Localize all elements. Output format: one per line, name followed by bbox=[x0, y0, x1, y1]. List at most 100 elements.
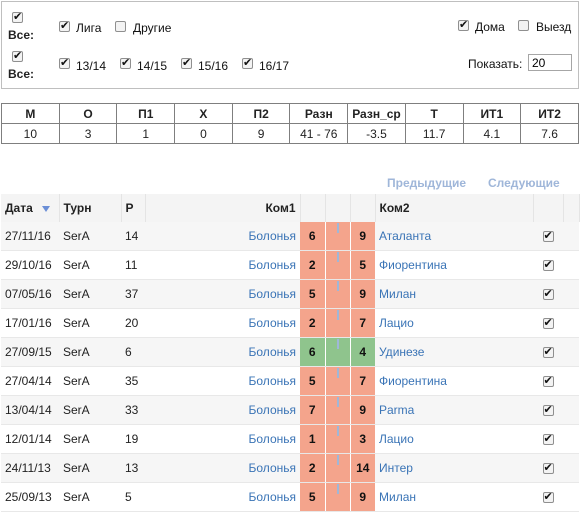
home-score: 7 bbox=[300, 395, 326, 425]
summary-header: Разн_ср bbox=[347, 103, 406, 124]
score-divider bbox=[325, 453, 351, 483]
game-date: 27/09/15 bbox=[1, 337, 59, 367]
row-select-checkbox[interactable] bbox=[542, 316, 554, 330]
row-select-checkbox[interactable] bbox=[542, 345, 554, 359]
tourn-column-header[interactable]: Турн bbox=[59, 194, 122, 222]
summary-header: П1 bbox=[116, 103, 176, 124]
score1-column-header bbox=[300, 194, 326, 222]
games-header-row: Дата Турн Р Ком1 Ком2 bbox=[1, 194, 580, 222]
row-extra-cell bbox=[563, 337, 579, 367]
away-team-link[interactable]: Милан bbox=[375, 482, 533, 512]
game-round: 20 bbox=[121, 308, 145, 338]
home-team-link[interactable]: Болонья bbox=[145, 395, 300, 425]
game-tournament: SerA bbox=[59, 453, 121, 483]
row-select-checkbox[interactable] bbox=[542, 374, 554, 388]
other-label: Другие bbox=[133, 21, 172, 35]
home-team-link[interactable]: Болонья bbox=[145, 222, 300, 251]
prev-page-link[interactable]: Предыдущие bbox=[387, 176, 467, 190]
row-select-checkbox[interactable] bbox=[542, 287, 554, 301]
home-score: 6 bbox=[300, 222, 326, 251]
home-team-link[interactable]: Болонья bbox=[145, 308, 300, 338]
away-label: Выезд bbox=[536, 20, 572, 34]
score-divider bbox=[325, 366, 351, 396]
row-select-checkbox[interactable] bbox=[542, 258, 554, 272]
extra-column-header bbox=[563, 194, 580, 222]
row-select-checkbox[interactable] bbox=[542, 432, 554, 446]
games-table: Дата Турн Р Ком1 Ком2 27/11/16 SerA 14 Боло… bbox=[1, 194, 580, 512]
row-select-cell bbox=[533, 222, 563, 251]
summary-header: ИТ1 bbox=[462, 103, 522, 124]
team2-column-header[interactable]: Ком2 bbox=[375, 194, 534, 222]
round-column-header[interactable]: Р bbox=[121, 194, 146, 222]
row-select-checkbox[interactable] bbox=[542, 229, 554, 243]
row-select-cell bbox=[533, 453, 563, 483]
away-team-link[interactable]: Лацио bbox=[375, 308, 533, 338]
select-column-header bbox=[533, 194, 564, 222]
away-score: 14 bbox=[350, 453, 375, 483]
home-team-link[interactable]: Болонья bbox=[145, 250, 300, 280]
team1-column-header[interactable]: Ком1 bbox=[145, 194, 301, 222]
all-types-label: Все: bbox=[8, 28, 35, 42]
show-count-input[interactable] bbox=[528, 54, 572, 71]
row-extra-cell bbox=[563, 424, 579, 454]
away-team-link[interactable]: Фиорентина bbox=[375, 366, 533, 396]
game-tournament: SerA bbox=[59, 482, 121, 512]
date-column-header[interactable]: Дата bbox=[1, 194, 60, 222]
away-score: 7 bbox=[350, 308, 375, 338]
away-team-link[interactable]: Удинезе bbox=[375, 337, 533, 367]
home-team-link[interactable]: Болонья bbox=[145, 337, 300, 367]
away-team-link[interactable]: Аталанта bbox=[375, 222, 533, 251]
row-select-checkbox[interactable] bbox=[542, 490, 554, 504]
game-round: 33 bbox=[121, 395, 145, 425]
summary-header: Т bbox=[404, 103, 464, 124]
row-select-checkbox[interactable] bbox=[542, 403, 554, 417]
league-checkbox[interactable] bbox=[59, 19, 70, 32]
all-types-checkbox[interactable] bbox=[12, 10, 23, 23]
row-select-checkbox[interactable] bbox=[542, 461, 554, 475]
home-team-link[interactable]: Болонья bbox=[145, 482, 300, 512]
row-extra-cell bbox=[563, 222, 579, 251]
away-team-link[interactable]: Милан bbox=[375, 279, 533, 309]
game-date: 24/11/13 bbox=[1, 453, 59, 483]
away-score: 9 bbox=[350, 395, 375, 425]
marker-icon bbox=[336, 310, 339, 320]
next-page-link[interactable]: Следующие bbox=[488, 176, 560, 190]
away-team-link[interactable]: Фиорентина bbox=[375, 250, 533, 280]
summary-value: 10 bbox=[1, 123, 60, 144]
show-count-label: Показать: bbox=[468, 57, 523, 71]
home-team-link[interactable]: Болонья bbox=[145, 453, 300, 483]
away-team-link[interactable]: Parma bbox=[375, 395, 533, 425]
season-label: 16/17 bbox=[259, 59, 290, 73]
game-date: 07/05/16 bbox=[1, 279, 59, 309]
game-row: 27/11/16 SerA 14 Болонья 6 9 Аталанта bbox=[1, 222, 579, 251]
away-team-link[interactable]: Лацио bbox=[375, 424, 533, 454]
league-label: Лига bbox=[76, 21, 102, 35]
game-date: 25/09/13 bbox=[1, 482, 59, 512]
season-checkbox-1617[interactable] bbox=[242, 56, 253, 69]
all-seasons-checkbox[interactable] bbox=[12, 49, 23, 62]
summary-header: О bbox=[58, 103, 118, 124]
home-team-link[interactable]: Болонья bbox=[145, 279, 300, 309]
game-date: 27/11/16 bbox=[1, 222, 59, 251]
away-checkbox[interactable] bbox=[518, 20, 529, 31]
row-select-cell bbox=[533, 308, 563, 338]
game-date: 29/10/16 bbox=[1, 250, 59, 280]
home-team-link[interactable]: Болонья bbox=[145, 424, 300, 454]
sort-desc-icon bbox=[42, 205, 51, 212]
game-row: 27/04/14 SerA 35 Болонья 5 7 Фиорентина bbox=[1, 366, 579, 396]
row-extra-cell bbox=[563, 250, 579, 280]
home-score: 2 bbox=[300, 308, 326, 338]
summary-table: М О П1 Х П2 Разн Разн_ср Т ИТ1 ИТ2 10 3 … bbox=[1, 103, 579, 144]
season-checkbox-1314[interactable] bbox=[59, 56, 70, 69]
season-checkbox-1415[interactable] bbox=[120, 56, 131, 69]
home-checkbox[interactable] bbox=[458, 18, 469, 31]
game-round: 14 bbox=[121, 222, 145, 251]
home-team-link[interactable]: Болонья bbox=[145, 366, 300, 396]
away-team-link[interactable]: Интер bbox=[375, 453, 533, 483]
marker-icon bbox=[336, 484, 339, 494]
score-divider bbox=[325, 337, 351, 367]
season-checkbox-1516[interactable] bbox=[181, 56, 192, 69]
other-checkbox[interactable] bbox=[115, 21, 126, 32]
score2-column-header bbox=[350, 194, 376, 222]
game-row: 12/01/14 SerA 19 Болонья 1 3 Лацио bbox=[1, 424, 579, 454]
